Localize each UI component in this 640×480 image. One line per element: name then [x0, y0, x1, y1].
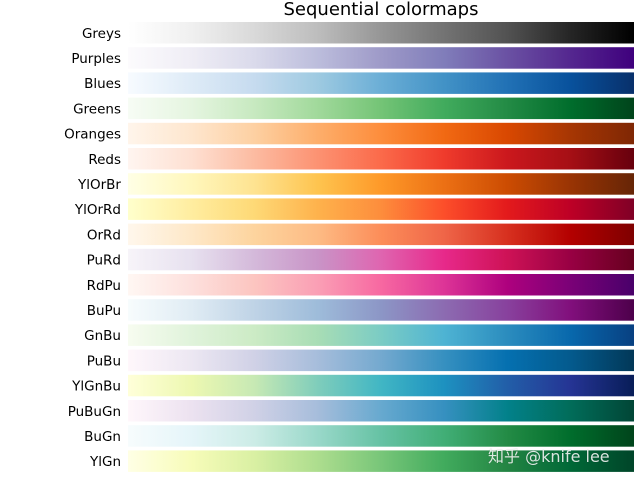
colormap-row: Oranges: [64, 122, 634, 145]
colormap-strip: [128, 72, 634, 94]
colormap-strip: [128, 374, 634, 397]
colormap-strip: [128, 148, 634, 170]
colormap-strip: [128, 274, 634, 296]
colormap-row: YlOrBr: [77, 173, 634, 195]
colormap-row: Greens: [73, 97, 634, 120]
colormap-row: BuPu: [87, 299, 634, 321]
colormap-row: Purples: [71, 47, 634, 69]
colormap-strip: [128, 122, 634, 145]
colormap-strip: [128, 450, 634, 472]
colormap-row: BuGn: [84, 425, 634, 447]
colormap-strip: [128, 198, 634, 220]
colormap-label: Greys: [82, 26, 121, 42]
colormap-strip: [128, 425, 634, 447]
colormap-strip: [128, 248, 634, 271]
colormap-label: PuBuGn: [68, 404, 121, 420]
colormap-strip: [128, 223, 634, 246]
colormap-row: OrRd: [87, 223, 634, 246]
colormap-label: PuBu: [87, 353, 121, 369]
colormap-row: Blues: [84, 72, 634, 94]
colormap-row: PuBuGn: [68, 400, 634, 422]
colormap-label: Blues: [84, 76, 121, 92]
colormap-strip: [128, 400, 634, 422]
colormap-row: GnBu: [84, 324, 634, 346]
colormap-strip: [128, 47, 634, 69]
colormap-row: YlGn: [89, 450, 634, 472]
colormap-label: Purples: [71, 51, 121, 67]
colormap-strip: [128, 173, 634, 195]
colormap-label: YlOrRd: [74, 202, 121, 218]
colormap-row: YlOrRd: [74, 198, 634, 220]
colormap-label: RdPu: [87, 278, 121, 294]
colormap-row: Reds: [88, 148, 634, 170]
colormap-row: YlGnBu: [71, 374, 634, 397]
colormap-label: GnBu: [84, 328, 121, 344]
colormap-row: RdPu: [87, 274, 634, 296]
colormap-label: YlOrBr: [77, 177, 121, 193]
colormap-label: Oranges: [64, 127, 121, 143]
colormap-strip: [128, 324, 634, 346]
colormap-label: BuGn: [84, 429, 121, 445]
colormap-row: PuBu: [87, 349, 634, 372]
colormap-label: YlGn: [89, 454, 121, 470]
colormap-strip: [128, 22, 634, 44]
colormap-label: YlGnBu: [71, 379, 121, 395]
colormap-label: Reds: [88, 152, 121, 168]
colormap-label: BuPu: [87, 303, 121, 319]
colormap-strip: [128, 349, 634, 372]
colormap-strip: [128, 299, 634, 321]
colormap-row: PuRd: [87, 248, 634, 271]
colormap-label: OrRd: [87, 227, 121, 243]
colormap-label: Greens: [73, 101, 121, 117]
watermark: 知乎 @knife lee: [488, 447, 610, 466]
colormap-strip: [128, 97, 634, 120]
chart-title: Sequential colormaps: [283, 0, 479, 20]
colormap-label: PuRd: [87, 253, 121, 269]
colormap-row: Greys: [82, 22, 634, 44]
